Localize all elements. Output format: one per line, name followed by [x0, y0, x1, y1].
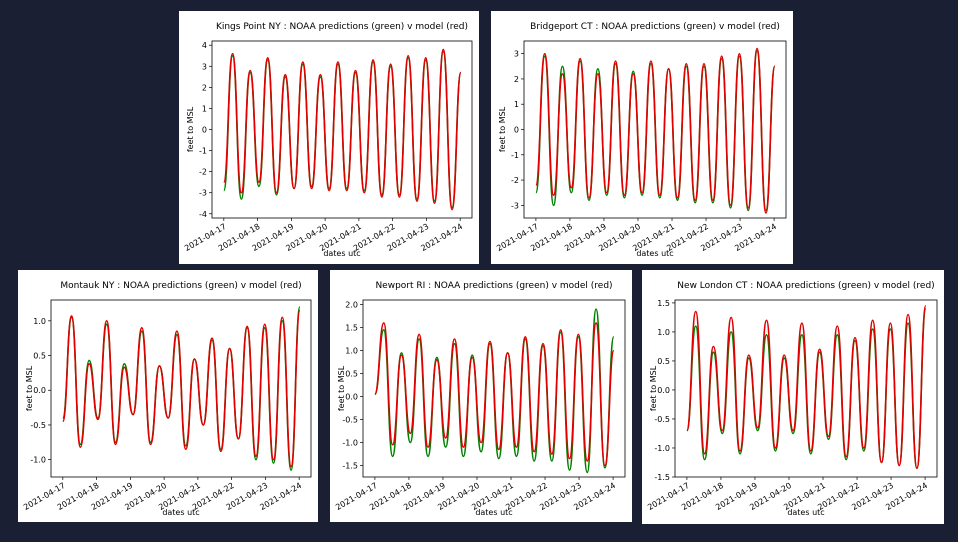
y-tick-label: 1.0: [33, 317, 46, 326]
chart: Montauk NY : NOAA predictions (green) v …: [22, 281, 312, 517]
chart-panel: Montauk NY : NOAA predictions (green) v …: [18, 270, 318, 522]
y-tick-label: 3: [514, 50, 519, 59]
y-axis-label: feet to MSL: [649, 365, 658, 411]
y-tick-label: 1.5: [345, 324, 358, 333]
chart: Bridgeport CT : NOAA predictions (green)…: [495, 22, 787, 258]
chart-title: New London CT : NOAA predictions (green)…: [677, 281, 934, 291]
y-tick-label: -3: [199, 189, 207, 198]
y-tick-label: 0: [202, 126, 207, 135]
y-tick-label: -3: [511, 201, 519, 210]
tide-line: [535, 47, 776, 214]
plot-frame: [674, 299, 938, 478]
y-tick-label: -0.5: [30, 421, 46, 430]
chart: New London CT : NOAA predictions (green)…: [646, 281, 938, 517]
y-axis-label: feet to MSL: [186, 106, 195, 152]
y-tick-label: -1: [511, 151, 519, 160]
x-axis-label: dates utc: [475, 508, 512, 517]
tide-line: [62, 309, 301, 468]
tide-line: [223, 48, 462, 211]
y-tick-label: -0.5: [342, 416, 358, 425]
y-tick-label: 0.5: [345, 370, 358, 379]
y-tick-label: 0.0: [657, 386, 670, 395]
y-tick-label: 2.0: [345, 301, 358, 310]
chart-title: Montauk NY : NOAA predictions (green) v …: [60, 281, 301, 291]
y-tick-label: 1.0: [345, 347, 358, 356]
y-tick-label: 1.0: [657, 328, 670, 337]
y-tick-label: -1.0: [342, 439, 358, 448]
chart: Newport RI : NOAA predictions (green) v …: [334, 281, 626, 517]
x-axis-label: dates utc: [636, 249, 673, 258]
plot-frame: [50, 299, 312, 478]
tide-line: [374, 322, 615, 467]
chart-panel: Newport RI : NOAA predictions (green) v …: [330, 270, 632, 522]
y-tick-label: 1: [202, 104, 207, 113]
y-tick-label: 1.5: [657, 299, 670, 308]
y-axis-label: feet to MSL: [498, 106, 507, 152]
y-tick-label: -1.0: [30, 456, 46, 465]
x-axis-label: dates utc: [787, 508, 824, 517]
y-axis-label: feet to MSL: [337, 365, 346, 411]
y-tick-label: -1.5: [654, 473, 670, 482]
y-tick-label: 2: [514, 75, 519, 84]
y-tick-label: 0: [514, 126, 519, 135]
y-tick-label: 0.0: [33, 386, 46, 395]
chart-title: Kings Point NY : NOAA predictions (green…: [216, 22, 468, 32]
y-tick-label: -4: [199, 210, 207, 219]
y-tick-label: -2: [199, 168, 207, 177]
tide-line: [686, 305, 927, 470]
y-tick-label: 0.0: [345, 393, 358, 402]
y-tick-label: 4: [202, 41, 207, 50]
y-tick-label: 3: [202, 62, 207, 71]
chart-panel: Kings Point NY : NOAA predictions (green…: [179, 11, 479, 264]
y-tick-label: 2: [202, 83, 207, 92]
y-axis-label: feet to MSL: [25, 365, 34, 411]
chart: Kings Point NY : NOAA predictions (green…: [183, 22, 473, 258]
y-tick-label: 1: [514, 100, 519, 109]
x-axis-label: dates utc: [162, 508, 199, 517]
plot-frame: [523, 40, 787, 219]
y-tick-label: 0.5: [657, 357, 670, 366]
chart-title: Newport RI : NOAA predictions (green) v …: [375, 281, 612, 291]
tide-line: [374, 308, 615, 474]
y-tick-label: -1: [199, 147, 207, 156]
y-tick-label: -2: [511, 176, 519, 185]
plot-frame: [362, 299, 626, 478]
plot-frame: [211, 40, 473, 219]
chart-panel: Bridgeport CT : NOAA predictions (green)…: [491, 11, 793, 264]
y-tick-label: -1.0: [654, 444, 670, 453]
y-tick-label: -0.5: [654, 415, 670, 424]
chart-title: Bridgeport CT : NOAA predictions (green)…: [530, 22, 780, 32]
x-axis-label: dates utc: [323, 249, 360, 258]
y-tick-label: 0.5: [33, 352, 46, 361]
chart-panel: New London CT : NOAA predictions (green)…: [642, 270, 944, 524]
y-tick-label: -1.5: [342, 462, 358, 471]
